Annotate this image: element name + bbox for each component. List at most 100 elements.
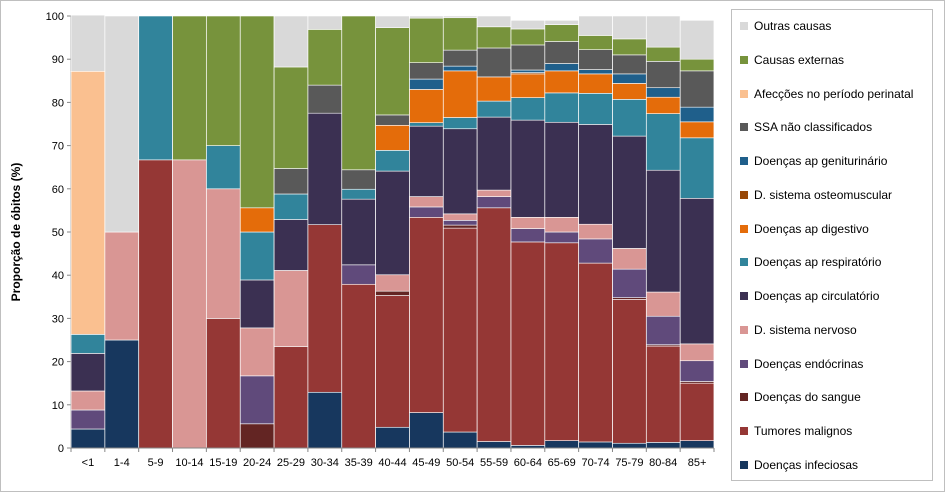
bar-segment [443,220,478,226]
bar-stack [206,15,241,449]
bar-segment [544,70,579,94]
x-tick-label: 15-19 [209,457,237,469]
legend-swatch [740,123,748,132]
bar-segment [239,327,275,377]
bar-segment [646,345,681,443]
bar-segment [578,223,613,240]
bar-segment [679,70,715,108]
bar-segment [612,83,647,100]
legend-item: Doenças ap digestivo [740,222,869,236]
bar-segment [206,15,241,146]
bar-segment [578,73,613,94]
y-tick-label: 100 [46,11,64,23]
bar-segment [679,360,715,382]
bar-segment [646,315,681,346]
bar-segment [409,17,444,63]
bar-segment [307,112,342,225]
bar-stack [409,15,444,449]
bar-segment [70,428,106,449]
bar-segment [544,217,579,233]
bar-stack [307,15,342,449]
bar-segment [375,170,410,276]
legend-swatch [740,157,748,165]
bar-segment [578,49,613,70]
bar-segment [578,35,613,50]
x-tick-label: 85+ [688,457,707,469]
bar-segment [510,217,546,229]
legend-swatch [740,393,748,402]
bar-segment [239,375,275,425]
bar-segment [510,241,546,446]
legend-item: D. sistema osteomuscular [740,188,892,202]
legend-label: Outras causas [754,19,832,33]
bar-segment [443,15,478,19]
bar-segment [409,412,444,449]
bar-segment [510,119,546,218]
legend-item: Tumores malignos [740,424,852,438]
bar-segment [578,93,613,125]
bar-segment [476,76,512,102]
bar-segment [409,122,444,127]
bar-stack [375,15,410,449]
bar-segment [443,65,478,72]
bar-segment [612,248,647,270]
bar-stack [476,15,512,449]
x-tick-label: <1 [82,457,95,469]
bar-segment [646,291,681,317]
legend-label: Doenças do sangue [754,390,861,405]
bar-segment [443,224,478,229]
bar-segment [510,73,546,98]
bar-segment [646,169,681,293]
bar-segment [307,391,342,449]
bar-segment [578,124,613,225]
bar-segment [578,262,613,443]
bar-segment [612,99,647,137]
bar-segment [409,217,444,413]
bar-segment [578,238,613,264]
legend-label: SSA não classificados [754,120,873,135]
x-tick-label: 20-24 [243,457,271,469]
bar-segment [70,353,106,392]
legend-item: Doenças ap respiratório [740,255,881,269]
bar-stack [341,15,376,449]
bar-segment [375,274,410,292]
bar-segment [646,46,681,62]
bar-segment [679,106,715,123]
bar-segment [578,15,613,36]
bar-segment [206,145,241,190]
bar-segment [70,409,106,430]
legend: Outras causas Causas externas Afecções no … [731,9,933,481]
y-tick-label: 60 [52,184,64,196]
bar-segment [612,135,647,249]
legend-label: Afecções no período perinatal [754,86,914,101]
legend-label: Doenças ap digestivo [754,221,869,236]
bar-segment [612,268,647,298]
legend-item: Outras causas [740,19,831,33]
legend-label: Doenças ap circulatório [754,289,880,303]
bar-segment [476,196,512,209]
bar-segment [612,299,647,444]
bar-segment [679,121,715,139]
bar-segment [646,113,681,171]
bar-segment [375,114,410,126]
x-tick-label: 5-9 [148,457,164,469]
y-tick-label: 30 [52,313,64,325]
bar-stack [138,15,173,449]
legend-item: D. sistema nervoso [740,323,857,337]
legend-item: Doenças endócrinas [740,357,863,371]
bar-segment [273,270,309,347]
bar-segment [544,242,579,441]
bar-segment [544,231,579,244]
bar-segment [70,70,106,335]
bar-segment [612,15,647,40]
bar-segment [443,128,478,215]
legend-item: Doenças ap circulatório [740,289,879,303]
bar-segment [510,228,546,243]
bar-segment [679,440,715,449]
legend-item: Causas externas [740,53,844,67]
bar-stack [70,14,106,449]
bar-segment [307,224,342,393]
legend-swatch [740,427,748,435]
bar-segment [443,213,478,221]
